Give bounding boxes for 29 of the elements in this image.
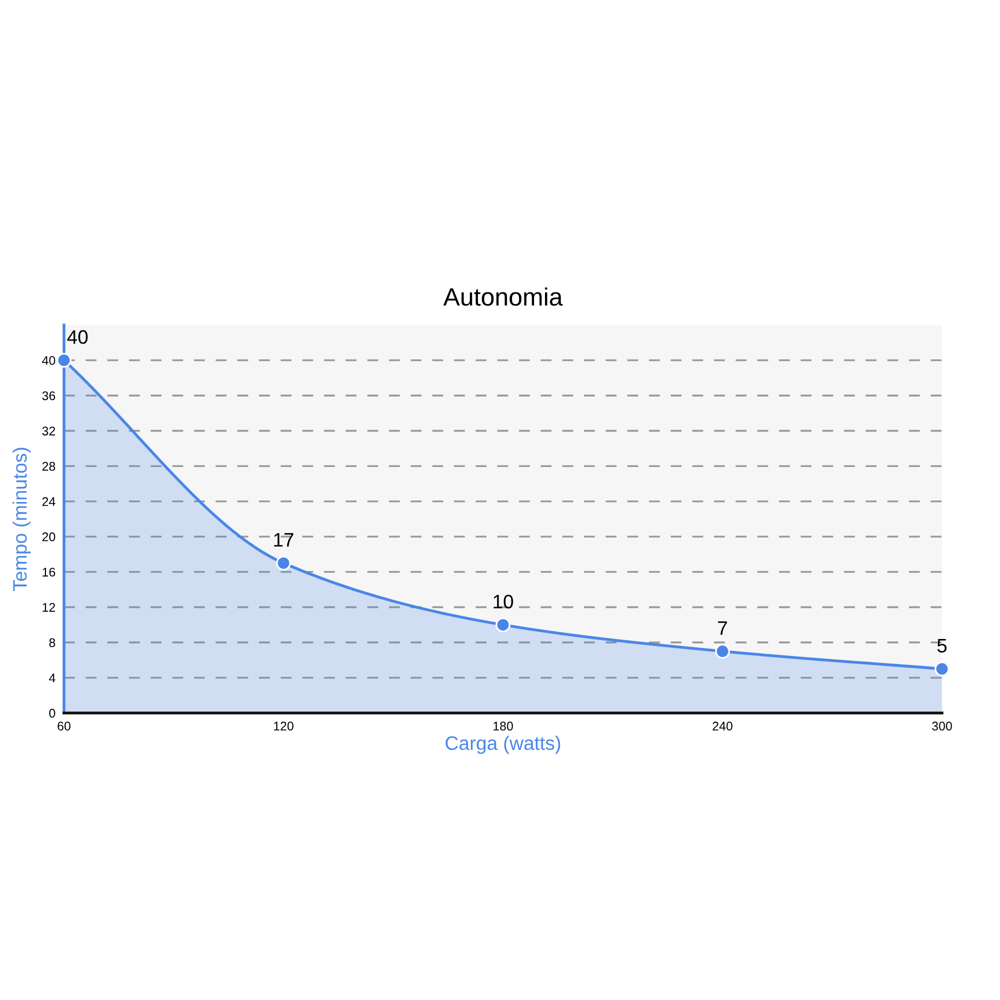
- y-tick-label: 16: [42, 568, 56, 577]
- data-label: 5: [937, 638, 947, 653]
- y-tick-label: 4: [49, 674, 56, 682]
- x-tick-label: 60: [58, 722, 70, 731]
- point: [715, 644, 730, 659]
- y-axis-title: Tempo (minutos): [12, 448, 31, 591]
- y-tick-label: 24: [42, 497, 56, 506]
- y-tick-label: 20: [42, 532, 56, 542]
- x-tick-label: 120: [274, 722, 294, 731]
- data-label: 17: [274, 533, 294, 547]
- y-tick-label: 40: [42, 356, 56, 365]
- x-tick-label: 180: [494, 722, 513, 731]
- x-tick-label: 300: [932, 722, 952, 731]
- y-tick-label: 0: [49, 708, 56, 718]
- point: [276, 556, 291, 571]
- data-label: 10: [494, 594, 514, 608]
- chart-title: Autonomia: [443, 287, 563, 306]
- x-axis-title: Carga (watts): [446, 736, 560, 754]
- y-tick-label: 28: [42, 462, 56, 471]
- data-label: 40: [67, 330, 88, 344]
- y-tick-label: 32: [42, 426, 56, 436]
- y-tick-label: 12: [42, 602, 56, 612]
- data-label: 7: [718, 621, 727, 635]
- point: [496, 617, 510, 632]
- y-tick-label: 8: [49, 638, 56, 648]
- point: [56, 352, 72, 368]
- y-tick-label: 36: [42, 391, 56, 400]
- x-tick-label: 240: [712, 722, 732, 731]
- point: [934, 661, 950, 676]
